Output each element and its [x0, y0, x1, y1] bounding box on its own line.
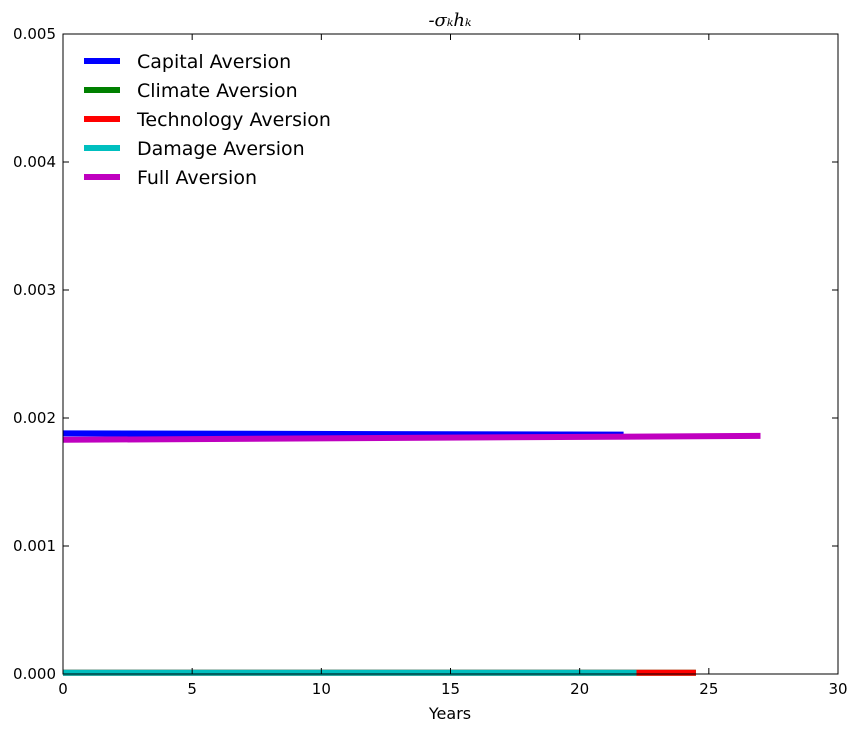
x-tick-label: 15	[441, 680, 460, 698]
series-line-full-aversion	[62, 432, 761, 443]
x-tick-label: 0	[58, 680, 68, 698]
legend: Capital Aversion Climate Aversion Technolo…	[84, 51, 331, 189]
legend-label: Capital Aversion	[137, 51, 291, 73]
y-tick-label: 0.002	[13, 409, 56, 427]
x-axis-label: Years	[428, 704, 471, 723]
x-tick-label: 10	[312, 680, 331, 698]
y-tick-label: 0.005	[13, 25, 56, 43]
chart-title: -σₖhₖ	[428, 10, 472, 31]
series-lines	[62, 430, 761, 676]
axis-ticks: 0 5 10 15 20 25 30 0.000 0.001 0.002 0.003 0.004 0.0…	[13, 25, 848, 698]
x-tick-label: 20	[570, 680, 589, 698]
legend-label: Damage Aversion	[137, 138, 305, 160]
y-tick-label: 0.004	[13, 153, 56, 171]
legend-label: Climate Aversion	[137, 80, 298, 102]
x-tick-label: 30	[828, 680, 847, 698]
y-tick-label: 0.003	[13, 281, 56, 299]
x-tick-label: 25	[699, 680, 718, 698]
y-tick-label: 0.000	[13, 665, 56, 683]
y-tick-label: 0.001	[13, 537, 56, 555]
x-tick-label: 5	[187, 680, 197, 698]
legend-label: Full Aversion	[137, 167, 257, 189]
legend-label: Technology Aversion	[136, 109, 331, 131]
